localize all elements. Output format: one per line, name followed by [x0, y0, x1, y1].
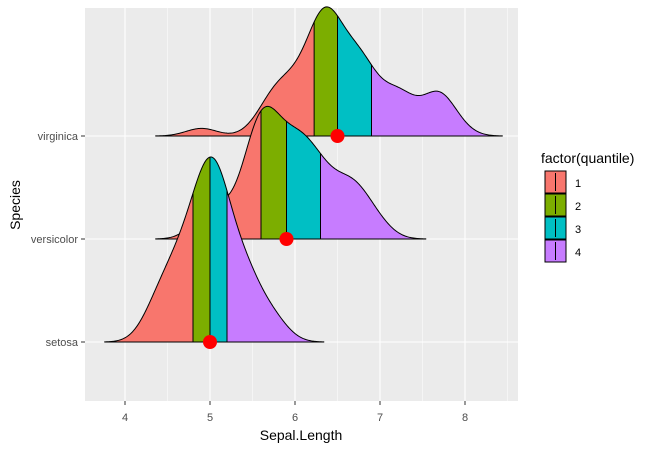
- quantile-1-area: [155, 21, 315, 137]
- median-point-virginica: [330, 129, 345, 143]
- legend-label: 4: [575, 247, 581, 259]
- quantile-2-area: [314, 6, 338, 136]
- x-axis-label: Sepal.Length: [260, 427, 343, 443]
- quantile-2-area: [261, 106, 287, 239]
- quantile-1-area: [155, 110, 261, 239]
- x-axis: 4 5 6 7 8: [122, 401, 468, 424]
- legend: factor(quantile) 1 2 3 4: [541, 150, 634, 263]
- quantile-1-area: [104, 193, 193, 342]
- x-tick-label: 8: [462, 412, 468, 424]
- legend-label: 3: [575, 224, 581, 236]
- legend-label: 1: [575, 178, 581, 190]
- quantile-2-area: [193, 157, 210, 342]
- x-tick-label: 7: [377, 412, 383, 424]
- x-tick-label: 5: [207, 412, 213, 424]
- x-tick-label: 6: [292, 412, 298, 424]
- density-outline: [104, 156, 325, 343]
- quantile-3-area: [210, 157, 227, 342]
- legend-title: factor(quantile): [541, 150, 634, 166]
- median-point-setosa: [203, 335, 217, 349]
- median-point-versicolor: [279, 232, 294, 246]
- ridge-versicolor: [155, 105, 427, 240]
- quantile-4-area: [227, 190, 325, 342]
- quantile-4-area: [371, 64, 503, 136]
- x-tick-label: 4: [122, 412, 128, 424]
- ridge-virginica: [155, 6, 503, 137]
- legend-label: 2: [575, 201, 581, 213]
- quantile-3-area: [286, 121, 321, 239]
- ridge-setosa: [104, 156, 325, 343]
- y-tick-label: setosa: [46, 337, 79, 349]
- quantile-3-area: [337, 15, 372, 136]
- y-tick-label: virginica: [38, 131, 79, 143]
- y-axis: setosa versicolor virginica: [31, 131, 85, 349]
- y-tick-label: versicolor: [31, 234, 78, 246]
- y-axis-label: Species: [7, 180, 23, 230]
- quantile-4-area: [320, 153, 427, 239]
- density-outline: [155, 6, 503, 137]
- ridges: [104, 6, 503, 349]
